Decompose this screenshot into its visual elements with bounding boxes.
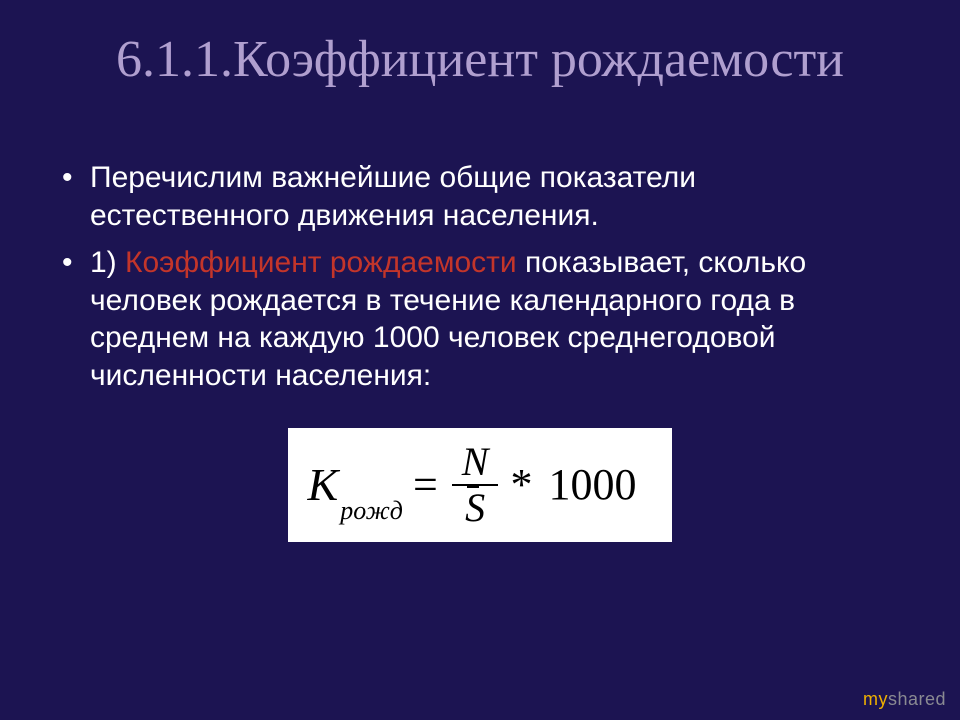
formula-denominator-letter: S (465, 485, 485, 530)
formula-container: K рожд = N S * 1000 (50, 428, 910, 542)
formula-numerator: N (452, 442, 499, 482)
formula-constant: 1000 (548, 463, 636, 507)
bullet-2: 1) Коэффициент рождаемости показывает, с… (90, 244, 900, 394)
formula: K рожд = N S * 1000 (308, 442, 645, 528)
formula-equals: = (413, 463, 438, 507)
bullet-2-highlight: Коэффициент рождаемости (125, 246, 517, 279)
formula-multiply: * (510, 463, 532, 507)
bullet-1: Перечислим важнейшие общие показатели ес… (90, 159, 900, 234)
slide-title: 6.1.1.Коэффициент рождаемости (50, 30, 910, 89)
watermark-part1: my (863, 689, 888, 709)
formula-denominator-sbar: S (465, 488, 485, 528)
formula-lhs-var: K (308, 462, 339, 508)
formula-fraction: N S (452, 442, 499, 528)
formula-denominator: S (455, 488, 495, 528)
watermark-part2: shared (888, 689, 946, 709)
formula-box: K рожд = N S * 1000 (288, 428, 673, 542)
bullet-1-text: Перечислим важнейшие общие показатели ес… (90, 161, 696, 232)
slide-body: Перечислим важнейшие общие показатели ес… (50, 159, 910, 394)
formula-lhs-sub: рожд (340, 498, 403, 524)
overline-icon (467, 486, 479, 488)
bullet-2-prefix: 1) (90, 246, 125, 279)
watermark: myshared (863, 689, 946, 710)
slide: 6.1.1.Коэффициент рождаемости Перечислим… (0, 0, 960, 720)
